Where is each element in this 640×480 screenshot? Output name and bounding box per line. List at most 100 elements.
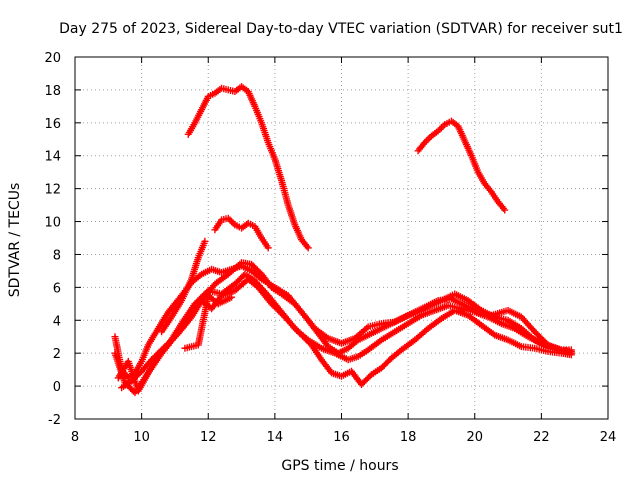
series-markers	[220, 85, 230, 93]
series-markers	[379, 329, 397, 343]
x-tick-label: 16	[333, 430, 350, 445]
series-markers	[246, 220, 257, 229]
y-tick-label: 14	[44, 150, 61, 165]
series-markers	[446, 291, 456, 300]
x-tick-label: 10	[133, 430, 150, 445]
series-markers	[132, 359, 144, 375]
series-markers	[426, 316, 444, 331]
series-track-4	[118, 275, 575, 392]
series-markers	[449, 118, 460, 129]
series-markers	[296, 329, 314, 347]
series-markers	[192, 108, 205, 125]
series-markers	[393, 321, 410, 335]
series-markers	[468, 154, 481, 174]
series-markers	[383, 317, 400, 330]
series-markers	[145, 326, 161, 347]
series-markers	[270, 285, 283, 297]
series-markers	[356, 347, 370, 359]
series-markers	[370, 365, 383, 377]
series-markers	[292, 223, 305, 242]
series-markers	[389, 347, 404, 361]
series-markers	[252, 104, 265, 125]
data-point	[201, 237, 209, 245]
y-tick-label: 16	[44, 117, 61, 132]
series-markers	[436, 122, 447, 133]
series-markers	[449, 296, 467, 308]
series-markers	[475, 170, 488, 186]
data-point	[567, 351, 575, 359]
series-markers	[369, 324, 387, 336]
y-tick-label: 20	[44, 51, 61, 66]
series-markers	[429, 128, 440, 139]
series-markers	[269, 301, 287, 319]
series-markers	[195, 294, 212, 347]
series-markers	[213, 86, 224, 96]
series-markers	[326, 344, 340, 356]
series-markers	[506, 317, 523, 331]
series-markers	[326, 335, 344, 347]
series-markers	[353, 324, 370, 341]
y-tick-label: 4	[53, 314, 61, 329]
series-markers	[226, 216, 237, 227]
data-point	[304, 244, 312, 252]
series-markers	[199, 94, 211, 112]
series-markers	[272, 157, 285, 182]
series-markers	[282, 315, 301, 334]
series-markers	[292, 302, 311, 323]
series-markers	[486, 314, 503, 327]
series-markers	[399, 337, 417, 353]
series-upper-arc-b	[414, 117, 509, 214]
series-markers	[239, 84, 251, 94]
series-markers	[129, 369, 144, 384]
series-markers	[176, 315, 194, 336]
series-markers	[265, 141, 278, 161]
series-markers	[139, 357, 154, 374]
series-markers	[155, 310, 171, 331]
series-markers	[159, 315, 174, 334]
series-mid-arc	[211, 214, 272, 252]
series-markers	[278, 179, 292, 207]
series-markers	[245, 89, 258, 108]
series-markers	[455, 124, 468, 143]
series-markers	[305, 318, 321, 336]
series-markers	[200, 266, 214, 277]
series-markers	[258, 121, 271, 145]
x-tick-label: 24	[600, 430, 617, 445]
series-markers	[433, 302, 450, 314]
series-markers	[479, 322, 497, 338]
series-markers	[489, 190, 501, 204]
series-markers	[227, 87, 237, 95]
series-markers	[183, 343, 193, 352]
series-markers	[453, 307, 470, 319]
y-tick-label: 18	[44, 84, 61, 99]
y-tick-label: 6	[53, 281, 61, 296]
series-markers	[462, 139, 475, 158]
x-tick-label: 12	[200, 430, 217, 445]
series-markers	[259, 236, 271, 250]
x-tick-label: 14	[267, 430, 284, 445]
data-point	[501, 206, 509, 214]
series-markers	[339, 335, 357, 347]
series-markers	[513, 326, 530, 340]
series-markers	[216, 294, 234, 307]
series-markers	[495, 199, 507, 212]
series-markers	[359, 372, 374, 387]
data-point	[228, 293, 236, 301]
series-markers	[240, 263, 254, 274]
series-markers	[366, 337, 384, 353]
series-markers	[279, 291, 297, 307]
series-track-5	[158, 237, 209, 336]
x-tick-label: 18	[400, 430, 417, 445]
series-markers	[532, 329, 551, 347]
series-markers	[195, 239, 208, 260]
series-markers	[466, 313, 484, 328]
series-markers	[422, 134, 434, 145]
series-markers	[409, 304, 427, 317]
series-markers	[439, 308, 457, 321]
series-markers	[463, 302, 480, 315]
series-markers	[315, 331, 331, 349]
y-tick-label: 2	[53, 347, 61, 362]
